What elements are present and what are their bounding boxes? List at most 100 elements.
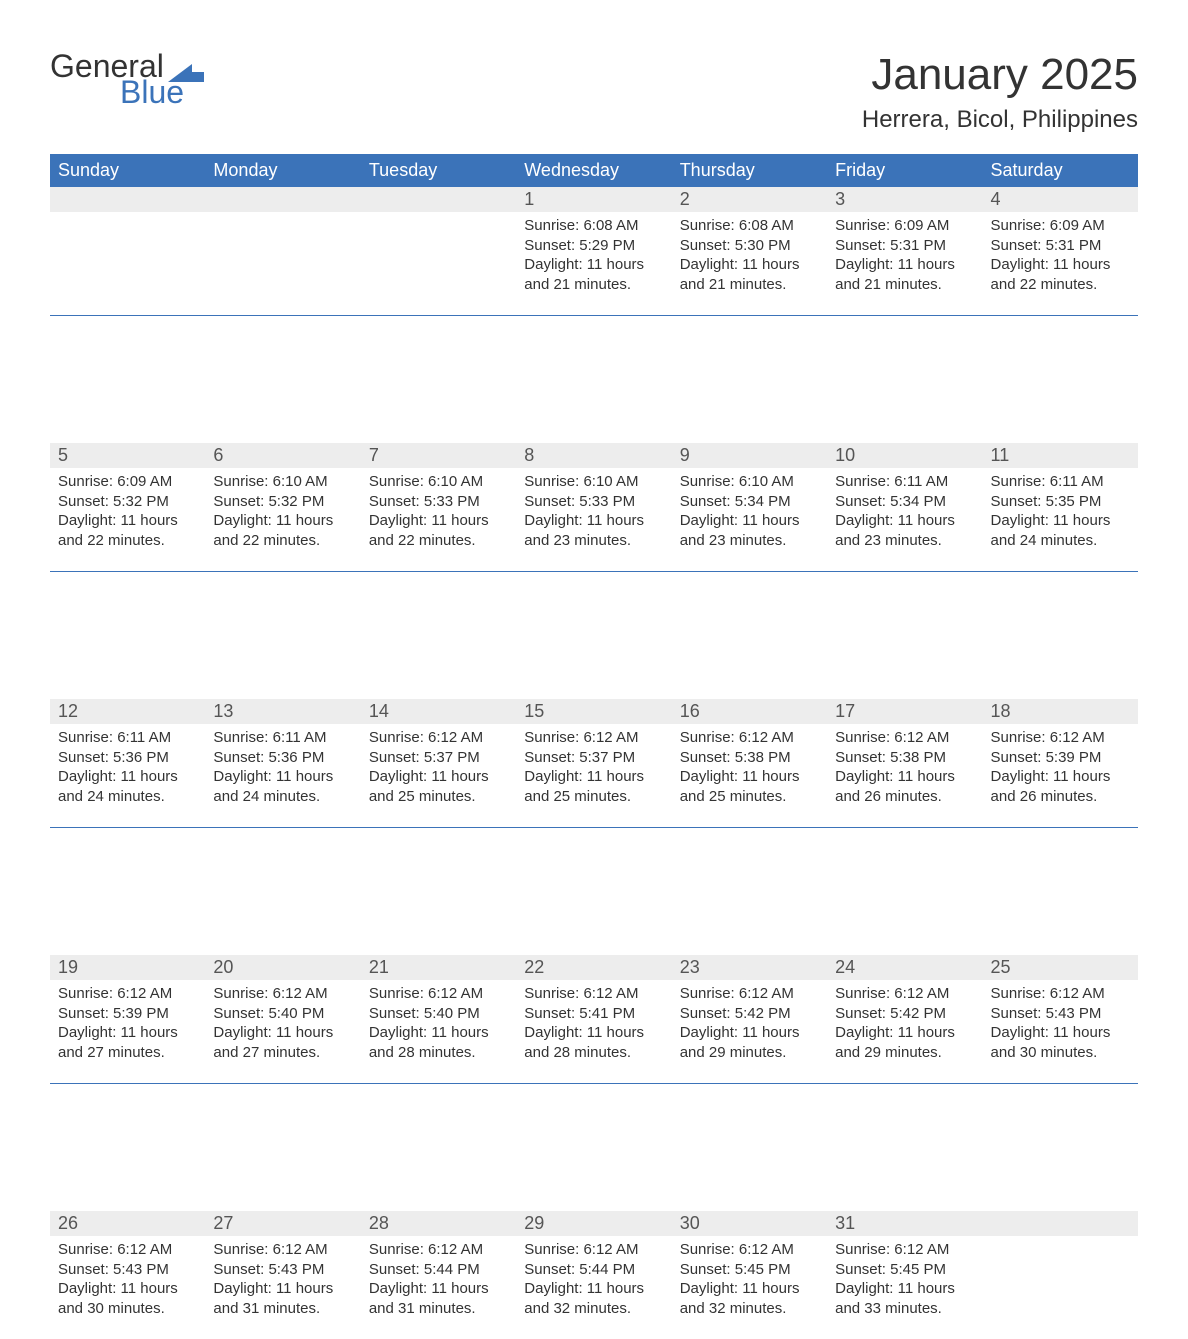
- week-separator: [50, 571, 1138, 699]
- daylight-text: Daylight: 11 hours and 31 minutes.: [213, 1279, 352, 1318]
- logo: General Blue: [50, 50, 204, 108]
- daylight-text: Daylight: 11 hours and 24 minutes.: [58, 767, 197, 806]
- sunrise-text: Sunrise: 6:12 AM: [680, 728, 819, 748]
- day-number: 26: [50, 1211, 205, 1236]
- calendar-day-cell: 18Sunrise: 6:12 AMSunset: 5:39 PMDayligh…: [983, 699, 1138, 827]
- calendar-table: Sunday Monday Tuesday Wednesday Thursday…: [50, 154, 1138, 1339]
- calendar-week-row: 19Sunrise: 6:12 AMSunset: 5:39 PMDayligh…: [50, 955, 1138, 1083]
- sunset-text: Sunset: 5:39 PM: [58, 1004, 197, 1024]
- location-text: Herrera, Bicol, Philippines: [862, 106, 1138, 134]
- sunrise-text: Sunrise: 6:11 AM: [835, 472, 974, 492]
- sunset-text: Sunset: 5:32 PM: [58, 492, 197, 512]
- day-number: 31: [827, 1211, 982, 1236]
- day-body: [361, 212, 516, 226]
- daylight-text: Daylight: 11 hours and 21 minutes.: [835, 255, 974, 294]
- calendar-day-cell: 13Sunrise: 6:11 AMSunset: 5:36 PMDayligh…: [205, 699, 360, 827]
- daylight-text: Daylight: 11 hours and 23 minutes.: [680, 511, 819, 550]
- calendar-week-row: 1Sunrise: 6:08 AMSunset: 5:29 PMDaylight…: [50, 187, 1138, 315]
- daylight-text: Daylight: 11 hours and 27 minutes.: [58, 1023, 197, 1062]
- sunrise-text: Sunrise: 6:12 AM: [835, 728, 974, 748]
- calendar-day-cell: 6Sunrise: 6:10 AMSunset: 5:32 PMDaylight…: [205, 443, 360, 571]
- day-body: Sunrise: 6:09 AMSunset: 5:31 PMDaylight:…: [983, 212, 1138, 304]
- day-body: Sunrise: 6:10 AMSunset: 5:33 PMDaylight:…: [361, 468, 516, 560]
- day-body: Sunrise: 6:12 AMSunset: 5:44 PMDaylight:…: [516, 1236, 671, 1328]
- calendar-day-cell: 19Sunrise: 6:12 AMSunset: 5:39 PMDayligh…: [50, 955, 205, 1083]
- day-body: Sunrise: 6:12 AMSunset: 5:44 PMDaylight:…: [361, 1236, 516, 1328]
- calendar-body: 1Sunrise: 6:08 AMSunset: 5:29 PMDaylight…: [50, 187, 1138, 1339]
- week-separator: [50, 827, 1138, 955]
- day-body: Sunrise: 6:12 AMSunset: 5:40 PMDaylight:…: [205, 980, 360, 1072]
- calendar-day-cell: 29Sunrise: 6:12 AMSunset: 5:44 PMDayligh…: [516, 1211, 671, 1339]
- calendar-day-cell: 22Sunrise: 6:12 AMSunset: 5:41 PMDayligh…: [516, 955, 671, 1083]
- daylight-text: Daylight: 11 hours and 32 minutes.: [680, 1279, 819, 1318]
- calendar-day-cell: 14Sunrise: 6:12 AMSunset: 5:37 PMDayligh…: [361, 699, 516, 827]
- calendar-day-cell: 21Sunrise: 6:12 AMSunset: 5:40 PMDayligh…: [361, 955, 516, 1083]
- sunrise-text: Sunrise: 6:12 AM: [835, 984, 974, 1004]
- day-body: Sunrise: 6:10 AMSunset: 5:33 PMDaylight:…: [516, 468, 671, 560]
- day-number: 30: [672, 1211, 827, 1236]
- sunrise-text: Sunrise: 6:12 AM: [369, 1240, 508, 1260]
- calendar-day-cell: 17Sunrise: 6:12 AMSunset: 5:38 PMDayligh…: [827, 699, 982, 827]
- calendar-week-row: 5Sunrise: 6:09 AMSunset: 5:32 PMDaylight…: [50, 443, 1138, 571]
- day-body: Sunrise: 6:12 AMSunset: 5:39 PMDaylight:…: [50, 980, 205, 1072]
- day-number: [983, 1211, 1138, 1236]
- sunset-text: Sunset: 5:43 PM: [58, 1260, 197, 1280]
- sunset-text: Sunset: 5:32 PM: [213, 492, 352, 512]
- day-number: [361, 187, 516, 212]
- weekday-header: Sunday: [50, 154, 205, 187]
- header: General Blue January 2025 Herrera, Bicol…: [50, 50, 1138, 134]
- day-number: 2: [672, 187, 827, 212]
- sunrise-text: Sunrise: 6:12 AM: [524, 1240, 663, 1260]
- sunrise-text: Sunrise: 6:11 AM: [58, 728, 197, 748]
- day-number: 5: [50, 443, 205, 468]
- calendar-day-cell: 7Sunrise: 6:10 AMSunset: 5:33 PMDaylight…: [361, 443, 516, 571]
- sunset-text: Sunset: 5:45 PM: [835, 1260, 974, 1280]
- day-number: 3: [827, 187, 982, 212]
- week-separator: [50, 1083, 1138, 1211]
- day-number: 8: [516, 443, 671, 468]
- calendar-day-cell: 8Sunrise: 6:10 AMSunset: 5:33 PMDaylight…: [516, 443, 671, 571]
- sunset-text: Sunset: 5:44 PM: [369, 1260, 508, 1280]
- daylight-text: Daylight: 11 hours and 22 minutes.: [369, 511, 508, 550]
- day-number: 18: [983, 699, 1138, 724]
- day-number: 9: [672, 443, 827, 468]
- day-number: 23: [672, 955, 827, 980]
- sunset-text: Sunset: 5:36 PM: [58, 748, 197, 768]
- sunset-text: Sunset: 5:45 PM: [680, 1260, 819, 1280]
- sunrise-text: Sunrise: 6:08 AM: [524, 216, 663, 236]
- sunrise-text: Sunrise: 6:11 AM: [991, 472, 1130, 492]
- day-body: Sunrise: 6:11 AMSunset: 5:36 PMDaylight:…: [50, 724, 205, 816]
- day-number: 1: [516, 187, 671, 212]
- weekday-header: Tuesday: [361, 154, 516, 187]
- daylight-text: Daylight: 11 hours and 30 minutes.: [991, 1023, 1130, 1062]
- daylight-text: Daylight: 11 hours and 26 minutes.: [991, 767, 1130, 806]
- logo-text-blue: Blue: [120, 76, 204, 108]
- sunrise-text: Sunrise: 6:12 AM: [524, 728, 663, 748]
- sunset-text: Sunset: 5:43 PM: [991, 1004, 1130, 1024]
- sunset-text: Sunset: 5:33 PM: [369, 492, 508, 512]
- day-body: Sunrise: 6:12 AMSunset: 5:42 PMDaylight:…: [827, 980, 982, 1072]
- calendar-day-cell: 23Sunrise: 6:12 AMSunset: 5:42 PMDayligh…: [672, 955, 827, 1083]
- sunrise-text: Sunrise: 6:10 AM: [524, 472, 663, 492]
- day-body: Sunrise: 6:12 AMSunset: 5:43 PMDaylight:…: [205, 1236, 360, 1328]
- sunrise-text: Sunrise: 6:12 AM: [991, 984, 1130, 1004]
- day-body: Sunrise: 6:09 AMSunset: 5:31 PMDaylight:…: [827, 212, 982, 304]
- calendar-day-cell: 11Sunrise: 6:11 AMSunset: 5:35 PMDayligh…: [983, 443, 1138, 571]
- daylight-text: Daylight: 11 hours and 25 minutes.: [369, 767, 508, 806]
- sunset-text: Sunset: 5:34 PM: [680, 492, 819, 512]
- day-number: 12: [50, 699, 205, 724]
- sunset-text: Sunset: 5:43 PM: [213, 1260, 352, 1280]
- sunset-text: Sunset: 5:34 PM: [835, 492, 974, 512]
- calendar-day-cell: [361, 187, 516, 315]
- day-number: 11: [983, 443, 1138, 468]
- sunset-text: Sunset: 5:31 PM: [835, 236, 974, 256]
- calendar-day-cell: 3Sunrise: 6:09 AMSunset: 5:31 PMDaylight…: [827, 187, 982, 315]
- daylight-text: Daylight: 11 hours and 29 minutes.: [835, 1023, 974, 1062]
- sunrise-text: Sunrise: 6:12 AM: [58, 1240, 197, 1260]
- weekday-header-row: Sunday Monday Tuesday Wednesday Thursday…: [50, 154, 1138, 187]
- day-body: Sunrise: 6:12 AMSunset: 5:43 PMDaylight:…: [50, 1236, 205, 1328]
- weekday-header: Thursday: [672, 154, 827, 187]
- sunrise-text: Sunrise: 6:12 AM: [524, 984, 663, 1004]
- calendar-day-cell: 1Sunrise: 6:08 AMSunset: 5:29 PMDaylight…: [516, 187, 671, 315]
- day-number: 25: [983, 955, 1138, 980]
